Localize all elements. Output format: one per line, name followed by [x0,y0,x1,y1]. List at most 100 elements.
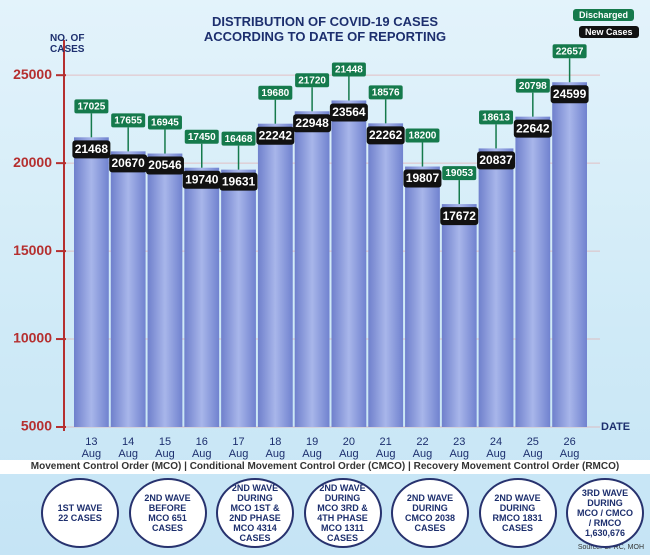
value-box [329,103,368,122]
value-box [550,85,589,104]
value-label: 22948 [295,116,329,130]
discharged-marker [111,113,146,128]
value-label: 22262 [369,128,403,142]
x-tick-label: 20 Aug [339,436,359,460]
value-label: 17672 [443,209,477,223]
value-box [477,151,516,170]
value-box [72,140,111,159]
bar [147,153,183,427]
value-box [256,126,295,145]
discharged-marker [258,85,293,100]
discharged-label: 17655 [114,115,142,126]
value-label: 19740 [185,172,219,186]
discharged-marker [331,62,366,77]
value-label: 24599 [553,87,587,101]
discharged-label: 17025 [77,101,105,112]
y-axis-label: NO. OF CASES [50,33,85,55]
x-tick-label: 21 Aug [375,436,396,460]
value-box [513,119,552,138]
discharged-label: 16468 [225,134,253,145]
x-tick-label: 14 Aug [118,436,138,460]
discharged-marker [295,73,330,88]
discharged-label: 16945 [151,118,179,129]
discharged-marker [442,166,477,181]
y-tick-label: 20000 [13,154,52,170]
x-tick-label: 25 Aug [523,436,543,460]
bar [74,137,109,427]
discharged-marker [147,115,182,130]
y-tick-label: 25000 [13,66,52,82]
y-tick-label: 15000 [13,242,52,258]
wave-badge: 2ND WAVE DURING RMCO 1831 CASES [478,478,557,548]
legend-item: New Cases [579,26,639,38]
discharged-label: 18613 [482,113,510,124]
discharged-label: 19680 [261,88,289,99]
discharged-label: 19053 [445,168,473,179]
y-tick-label: 5000 [21,418,52,434]
x-tick-label: 13 Aug [81,436,102,460]
x-tick-label: 17 Aug [228,436,249,460]
value-box [182,170,221,189]
bar [405,166,440,427]
footer-note: Movement Control Order (MCO) | Condition… [0,460,650,474]
value-box [219,172,258,191]
bar [294,111,330,427]
discharged-marker [368,85,403,100]
value-label: 22642 [516,121,550,135]
bar [441,204,477,427]
value-label: 20670 [111,156,145,170]
x-tick-label: 24 Aug [486,436,506,460]
value-label: 19631 [222,174,256,188]
discharged-label: 17450 [188,132,216,143]
bar [552,82,587,427]
bar [184,167,220,427]
wave-badge: 2ND WAVE DURING MCO 1ST & 2ND PHASE MCO … [216,478,294,548]
discharged-label: 22657 [556,46,584,57]
value-label: 19807 [406,171,440,185]
x-tick-label: 19 Aug [302,436,322,460]
value-box [440,207,479,226]
value-label: 22242 [259,128,293,142]
y-tick-label: 10000 [13,330,52,346]
x-tick-label: 23 Aug [449,436,470,460]
discharged-marker [552,44,587,59]
discharged-marker [184,129,219,144]
bar [368,123,404,427]
discharged-marker [515,78,550,93]
bar [515,116,551,427]
x-tick-label: 16 Aug [191,436,212,460]
chart-title: DISTRIBUTION OF COVID-19 CASES ACCORDING… [203,14,447,44]
x-tick-label: 22 Aug [412,436,433,460]
wave-badge: 2ND WAVE DURING MCO 3RD & 4TH PHASE MCO … [303,478,382,548]
value-box [293,114,332,133]
value-box [145,156,184,175]
value-box [403,169,442,188]
bar [331,100,367,428]
wave-badge: 1ST WAVE 22 CASES [41,478,119,548]
bar [478,148,514,427]
discharged-marker [405,128,440,143]
legend-item: Discharged [573,9,635,21]
x-tick-label: 15 Aug [155,436,175,460]
value-box [109,154,148,173]
discharged-marker [479,110,514,125]
discharged-label: 18200 [409,131,437,142]
bar [221,169,256,427]
discharged-marker [221,131,256,146]
discharged-label: 18576 [372,87,400,98]
value-label: 20546 [148,158,182,172]
bar [110,151,146,427]
discharged-label: 21720 [298,75,326,86]
discharged-label: 21448 [335,65,363,76]
value-label: 23564 [332,105,366,119]
x-tick-label: 18 Aug [265,436,286,460]
wave-badge: 2ND WAVE BEFORE MCO 651 CASES [128,478,207,548]
x-axis-label: DATE [601,421,631,433]
wave-badge: 2ND WAVE DURING CMCO 2038 CASES [391,478,469,548]
wave-badge: 3RD WAVE DURING MCO / CMCO / RMCO 1,630,… [566,478,644,548]
discharged-label: 20798 [519,81,547,92]
value-label: 20837 [479,153,513,167]
discharged-marker [74,99,109,114]
